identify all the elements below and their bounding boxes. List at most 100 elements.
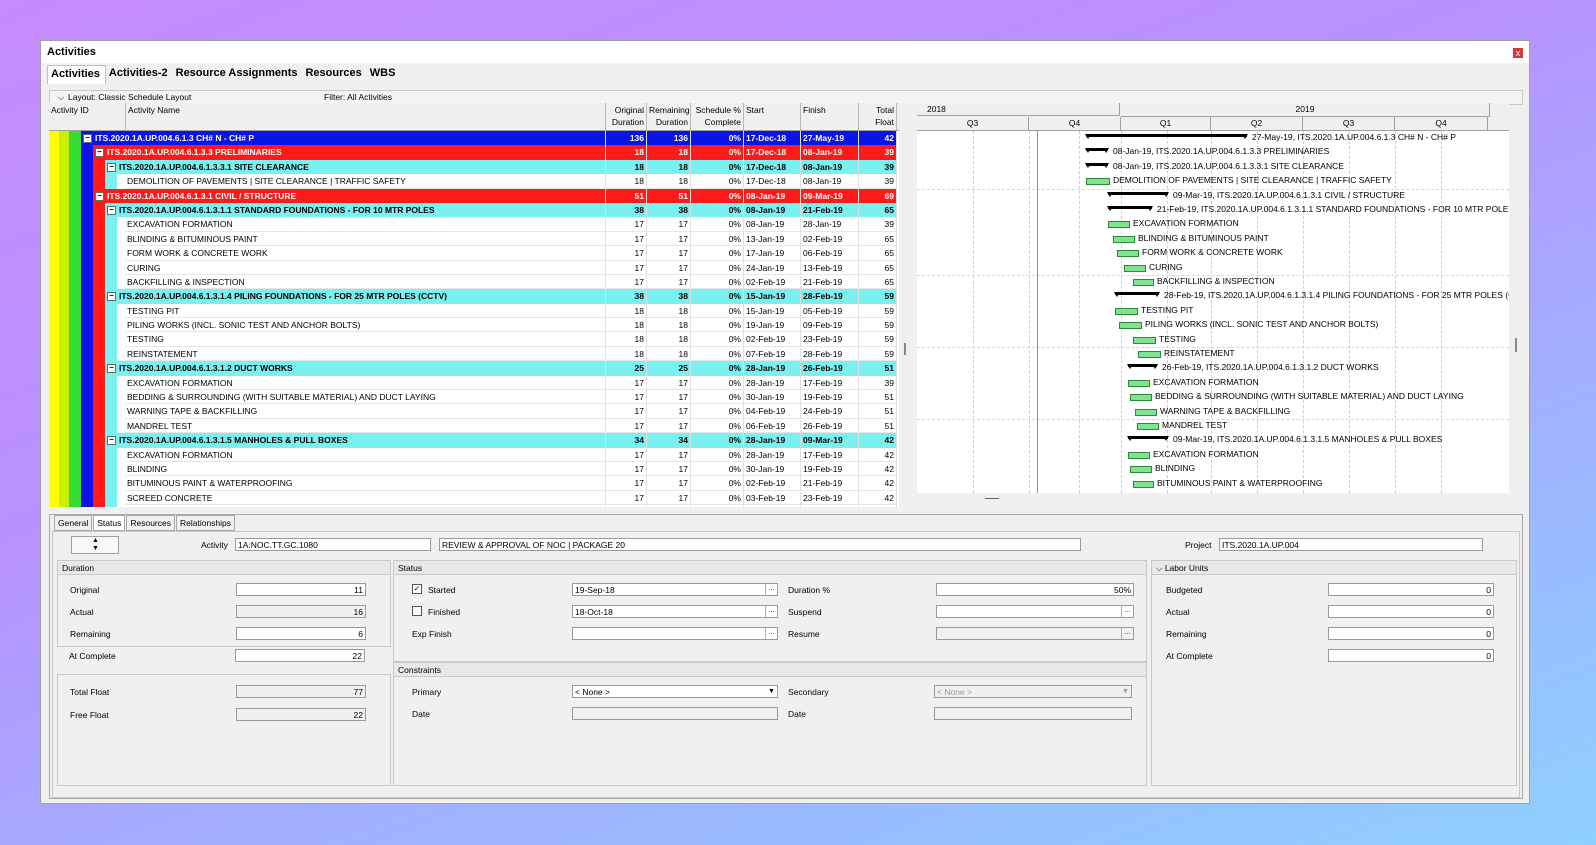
cell-finish[interactable]: 08-Jan-19 <box>801 159 859 175</box>
cell-start[interactable]: 19-Jan-19 <box>744 318 801 333</box>
wbs-row[interactable]: − ITS.2020.1A.UP.004.6.1.3.1.1 STANDARD F… <box>49 202 899 218</box>
cell-pct[interactable]: 0% <box>691 246 744 261</box>
activity-bar[interactable] <box>1133 480 1154 488</box>
remaining-units-field[interactable]: 0 <box>1328 627 1494 640</box>
cell-start[interactable]: 30-Jan-19 <box>744 461 801 477</box>
up-arrow-icon[interactable]: ▲ <box>92 537 99 544</box>
wbs-row[interactable]: − ITS.2020.1A.UP.004.6.1.3.1 CIVIL / STRU… <box>49 188 899 203</box>
activity-row[interactable]: EXCAVATION FORMATION 17 17 0% 08-Jan-19 28-Ja… <box>49 217 899 232</box>
cell-tf[interactable]: 65 <box>859 246 897 261</box>
cell-start[interactable]: 17-Dec-18 <box>744 131 801 146</box>
scroll-thumb[interactable] <box>985 498 999 499</box>
activity-name-cell[interactable]: DEMOLITION OF PAVEMENTS | SITE CLEARANCE… <box>125 174 606 189</box>
cell-start[interactable]: 28-Jan-19 <box>744 447 801 462</box>
primary-constraint-select[interactable]: < None > ▼ <box>572 685 778 698</box>
cell-start[interactable]: 24-Jan-19 <box>744 260 801 275</box>
cell-od[interactable]: 17 <box>606 476 647 491</box>
cell-od[interactable]: 17 <box>606 390 647 405</box>
pane-splitter[interactable] <box>899 103 917 507</box>
cell-start[interactable]: 17-Dec-18 <box>744 174 801 189</box>
wbs-row[interactable]: − ITS.2020.1A.UP.004.6.1.3.3.1 SITE CLEAR… <box>49 159 899 175</box>
started-date-field[interactable]: 19-Sep-18… <box>572 583 778 596</box>
col-activity-id[interactable]: Activity ID <box>49 103 126 130</box>
cell-tf[interactable]: 42 <box>859 131 897 146</box>
cell-pct[interactable]: 0% <box>691 131 744 146</box>
tab-status[interactable]: Status <box>93 515 126 531</box>
activity-name-cell[interactable]: TESTING PIT <box>125 303 606 319</box>
activity-row[interactable]: TESTING 18 18 0% 02-Feb-19 23-Feb-19 59 <box>49 332 899 347</box>
cell-rd[interactable]: 25 <box>647 361 691 376</box>
activity-bar[interactable] <box>1138 351 1161 358</box>
budgeted-units-field[interactable]: 0 <box>1328 583 1494 596</box>
cell-rd[interactable]: 18 <box>647 159 691 175</box>
cell-rd[interactable]: 18 <box>647 332 691 347</box>
col-remaining-duration[interactable]: Remaining Duration <box>647 103 691 130</box>
cell-rd[interactable]: 17 <box>647 246 691 261</box>
cell-od[interactable]: 136 <box>606 131 647 146</box>
activity-row[interactable]: BLINDING 17 17 0% 30-Jan-19 19-Feb-19 42 <box>49 461 899 477</box>
actual-units-field[interactable]: 0 <box>1328 605 1494 618</box>
cell-od[interactable]: 17 <box>606 418 647 434</box>
cell-rd[interactable]: 17 <box>647 260 691 275</box>
col-finish[interactable]: Finish <box>801 103 859 130</box>
activity-row[interactable]: CURING 17 17 0% 24-Jan-19 13-Feb-19 65 <box>49 260 899 275</box>
activity-row[interactable]: FORM WORK & CONCRETE WORK 17 17 0% 17-Jan-19… <box>49 246 899 261</box>
cell-rd[interactable]: 18 <box>647 318 691 333</box>
duration-pct-field[interactable]: 50% <box>936 583 1134 596</box>
cell-rd[interactable]: 17 <box>647 418 691 434</box>
cell-pct[interactable]: 0% <box>691 274 744 290</box>
activity-bar[interactable] <box>1115 307 1138 315</box>
cell-start[interactable]: 02-Feb-19 <box>744 476 801 491</box>
activity-id-field[interactable]: 1A:NOC.TT.GC.1080 <box>235 538 431 551</box>
cell-finish[interactable]: 17-Feb-19 <box>801 447 859 462</box>
cell-rd[interactable]: 17 <box>647 461 691 477</box>
cell-od[interactable]: 18 <box>606 332 647 347</box>
activity-name-cell[interactable]: BEDDING & SURROUNDING (WITH SUITABLE MAT… <box>125 390 606 405</box>
summary-bar[interactable] <box>1114 292 1160 298</box>
activity-name-cell[interactable]: ITS.2020.1A.UP.004.6.1.3.3 PRELIMINARIES <box>105 145 606 160</box>
started-checkbox[interactable]: ✓ <box>412 584 422 594</box>
cell-od[interactable]: 17 <box>606 274 647 290</box>
tab-resource-assignments[interactable]: Resource Assignments <box>175 67 298 79</box>
down-arrow-icon[interactable]: ▼ <box>92 545 99 552</box>
cell-start[interactable]: 15-Jan-19 <box>744 303 801 319</box>
cell-rd[interactable]: 17 <box>647 505 691 507</box>
cell-finish[interactable]: 26-Feb-19 <box>801 361 859 376</box>
cell-start[interactable]: 08-Jan-19 <box>744 202 801 218</box>
cell-start[interactable]: 28-Jan-19 <box>744 375 801 391</box>
collapse-toggle-icon[interactable]: − <box>107 436 116 446</box>
cell-rd[interactable]: 18 <box>647 145 691 160</box>
activity-bar[interactable] <box>1133 336 1156 344</box>
activity-row[interactable]: SCREED CONCRETE 17 17 0% 03-Feb-19 23-Feb-19 4… <box>49 490 899 506</box>
remaining-duration-field[interactable]: 6 <box>236 627 366 640</box>
activity-row[interactable]: PILING WORKS (INCL. SONIC TEST AND ANCHO… <box>49 318 899 333</box>
activity-name-cell[interactable]: ITS.2020.1A.UP.004.6.1.3.1.2 DUCT WORKS <box>117 361 606 376</box>
wbs-row[interactable]: − ITS.2020.1A.UP.004.6.1.3.1.4 PILING FOU… <box>49 289 899 304</box>
cell-finish[interactable]: 28-Jan-19 <box>801 217 859 232</box>
cell-od[interactable]: 17 <box>606 260 647 275</box>
activity-bar[interactable] <box>1124 264 1146 272</box>
cell-rd[interactable]: 18 <box>647 303 691 319</box>
close-icon[interactable]: x <box>1513 48 1523 58</box>
activity-name-cell[interactable]: EXCAVATION FORMATION <box>125 217 606 232</box>
wbs-row[interactable]: − ITS.2020.1A.UP.004.6.1.3.1.5 MANHOLES &… <box>49 433 899 448</box>
activity-name-cell[interactable]: ITS.2020.1A.UP.004.6.1.3.3.1 SITE CLEARA… <box>117 159 606 175</box>
cell-finish[interactable]: 02-Feb-19 <box>801 231 859 247</box>
cell-pct[interactable]: 0% <box>691 476 744 491</box>
cell-rd[interactable]: 17 <box>647 217 691 232</box>
cell-od[interactable]: 18 <box>606 318 647 333</box>
cell-start[interactable]: 02-Feb-19 <box>744 332 801 347</box>
cell-od[interactable]: 18 <box>606 174 647 189</box>
cell-od[interactable]: 18 <box>606 159 647 175</box>
cell-pct[interactable]: 0% <box>691 375 744 391</box>
cell-tf[interactable]: 59 <box>859 303 897 319</box>
activity-bar[interactable] <box>1128 379 1150 387</box>
activity-row[interactable]: MANDREL TEST 17 17 0% 06-Feb-19 26-Feb-19 51 <box>49 418 899 434</box>
cell-start[interactable]: 03-Feb-19 <box>744 490 801 506</box>
cell-start[interactable]: 17-Jan-19 <box>744 246 801 261</box>
wbs-row[interactable]: − ITS.2020.1A.UP.004.6.1.3.3 PRELIMINARIE… <box>49 145 899 160</box>
cell-od[interactable]: 18 <box>606 303 647 319</box>
cell-start[interactable]: 13-Jan-19 <box>744 231 801 247</box>
cell-tf[interactable]: 39 <box>859 145 897 160</box>
